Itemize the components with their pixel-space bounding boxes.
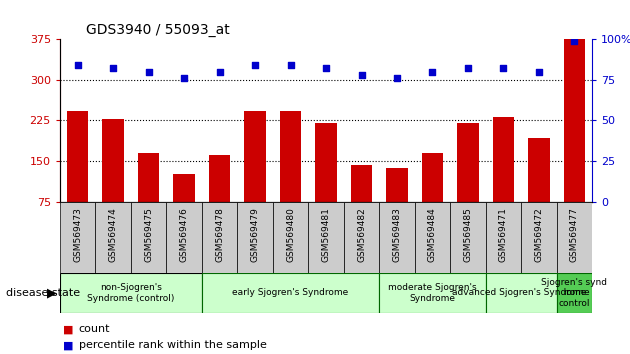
Text: non-Sjogren's
Syndrome (control): non-Sjogren's Syndrome (control) [87, 283, 175, 303]
Bar [529, 138, 549, 242]
Bar [138, 153, 159, 242]
Bar [308, 202, 344, 273]
Text: GSM569475: GSM569475 [144, 207, 153, 262]
Text: GSM569477: GSM569477 [570, 207, 579, 262]
Bar [166, 202, 202, 273]
Text: GSM569478: GSM569478 [215, 207, 224, 262]
Bar [67, 110, 88, 242]
Bar [209, 155, 230, 242]
Point [72, 62, 83, 68]
Text: GSM569476: GSM569476 [180, 207, 188, 262]
Point [321, 65, 331, 71]
Bar [415, 202, 450, 273]
Text: ■: ■ [63, 324, 74, 334]
Text: percentile rank within the sample: percentile rank within the sample [79, 340, 266, 350]
Text: count: count [79, 324, 110, 334]
Point [392, 75, 402, 81]
Bar [379, 202, 415, 273]
Text: GSM569473: GSM569473 [73, 207, 82, 262]
Bar [344, 202, 379, 273]
Bar [280, 111, 301, 242]
Bar [238, 202, 273, 273]
Bar [486, 202, 521, 273]
Bar [273, 202, 308, 273]
Bar [60, 273, 202, 313]
Bar [557, 273, 592, 313]
Text: Sjogren's synd
rome
control: Sjogren's synd rome control [541, 278, 607, 308]
Text: disease state: disease state [6, 288, 81, 298]
Text: GSM569480: GSM569480 [286, 207, 295, 262]
Bar [316, 123, 336, 242]
Point [108, 65, 118, 71]
Bar [493, 116, 514, 242]
Point [250, 62, 260, 68]
Text: early Sjogren's Syndrome: early Sjogren's Syndrome [232, 289, 348, 297]
Point [357, 72, 367, 78]
Bar [422, 153, 443, 242]
Point [463, 65, 473, 71]
Bar [564, 39, 585, 242]
Bar [202, 273, 379, 313]
Point [534, 69, 544, 74]
Bar [173, 173, 195, 242]
Bar [95, 202, 131, 273]
Bar [386, 167, 408, 242]
Point [427, 69, 437, 74]
Bar [351, 165, 372, 242]
Bar [486, 273, 557, 313]
Text: GSM569479: GSM569479 [251, 207, 260, 262]
Point [498, 65, 508, 71]
Bar [450, 202, 486, 273]
Text: GSM569484: GSM569484 [428, 207, 437, 262]
Text: GSM569481: GSM569481 [321, 207, 331, 262]
Point [285, 62, 295, 68]
Bar [103, 119, 123, 242]
Bar [244, 110, 266, 242]
Point [214, 69, 224, 74]
Text: ■: ■ [63, 340, 74, 350]
Text: GDS3940 / 55093_at: GDS3940 / 55093_at [86, 23, 230, 36]
Text: GSM569471: GSM569471 [499, 207, 508, 262]
Text: GSM569485: GSM569485 [464, 207, 472, 262]
Text: GSM569474: GSM569474 [108, 207, 118, 262]
Text: moderate Sjogren's
Syndrome: moderate Sjogren's Syndrome [388, 283, 477, 303]
Text: GSM569482: GSM569482 [357, 207, 366, 262]
Point [179, 75, 189, 81]
Point [144, 69, 154, 74]
Bar [60, 202, 95, 273]
Bar [379, 273, 486, 313]
Bar [521, 202, 557, 273]
Text: advanced Sjogren's Syndrome: advanced Sjogren's Syndrome [452, 289, 590, 297]
Text: ▶: ▶ [47, 286, 57, 299]
Text: GSM569472: GSM569472 [534, 207, 544, 262]
Text: GSM569483: GSM569483 [392, 207, 401, 262]
Bar [131, 202, 166, 273]
Bar [557, 202, 592, 273]
Bar [457, 123, 479, 242]
Bar [202, 202, 238, 273]
Point [570, 38, 580, 44]
